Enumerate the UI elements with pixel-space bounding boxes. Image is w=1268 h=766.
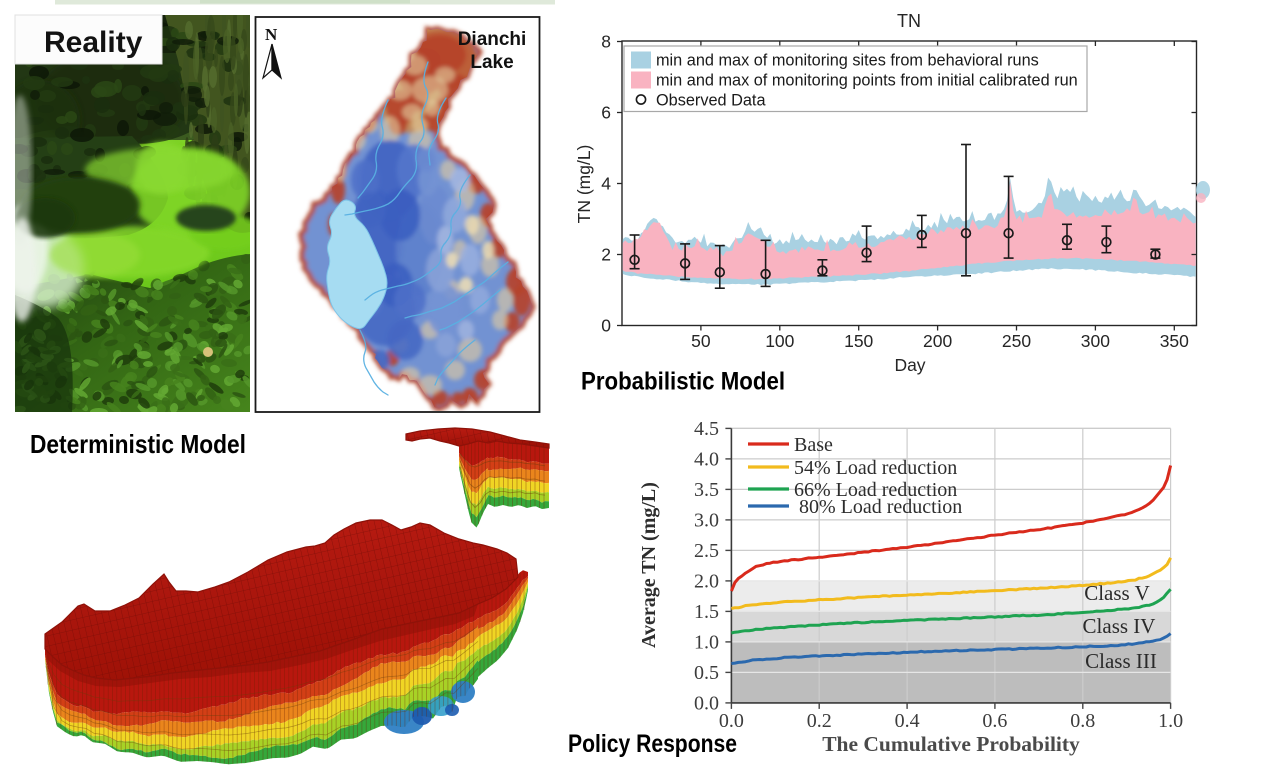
svg-text:Class III: Class III bbox=[1085, 649, 1157, 673]
svg-text:Deterministic Model: Deterministic Model bbox=[30, 429, 246, 459]
svg-text:min and max of monitoring poin: min and max of monitoring points from in… bbox=[656, 72, 1078, 90]
svg-text:N: N bbox=[265, 25, 278, 44]
svg-text:1.0: 1.0 bbox=[694, 631, 719, 653]
svg-text:350: 350 bbox=[1160, 331, 1189, 351]
svg-text:0.4: 0.4 bbox=[895, 710, 920, 732]
svg-text:0.0: 0.0 bbox=[719, 710, 744, 732]
svg-text:0.0: 0.0 bbox=[694, 692, 719, 714]
svg-text:Average TN (mg/L): Average TN (mg/L) bbox=[638, 482, 660, 648]
svg-text:Base: Base bbox=[794, 434, 833, 456]
svg-text:0.2: 0.2 bbox=[807, 710, 832, 732]
svg-text:Class V: Class V bbox=[1084, 581, 1150, 605]
svg-text:100: 100 bbox=[765, 331, 794, 351]
svg-text:Observed Data: Observed Data bbox=[656, 92, 766, 110]
svg-text:min and max of monitoring site: min and max of monitoring sites from beh… bbox=[656, 52, 1039, 70]
svg-text:Reality: Reality bbox=[44, 26, 143, 59]
svg-text:54% Load reduction: 54% Load reduction bbox=[794, 457, 957, 479]
svg-text:50: 50 bbox=[691, 331, 711, 351]
svg-text:6: 6 bbox=[601, 103, 611, 123]
svg-text:TN: TN bbox=[897, 11, 921, 31]
svg-text:66% Load reduction: 66% Load reduction bbox=[794, 479, 957, 501]
svg-text:0.5: 0.5 bbox=[694, 662, 719, 684]
svg-text:0.6: 0.6 bbox=[982, 710, 1007, 732]
svg-text:250: 250 bbox=[1002, 331, 1031, 351]
svg-text:300: 300 bbox=[1081, 331, 1110, 351]
svg-text:4.5: 4.5 bbox=[694, 418, 719, 440]
svg-text:8: 8 bbox=[601, 32, 611, 52]
svg-text:Policy Response: Policy Response bbox=[568, 730, 737, 758]
svg-text:2.0: 2.0 bbox=[694, 570, 719, 592]
svg-text:3.5: 3.5 bbox=[694, 479, 719, 501]
svg-text:1.0: 1.0 bbox=[1158, 710, 1183, 732]
svg-text:TN (mg/L): TN (mg/L) bbox=[574, 145, 594, 224]
svg-text:Lake: Lake bbox=[470, 52, 513, 73]
svg-text:Probabilistic Model: Probabilistic Model bbox=[581, 368, 785, 396]
svg-text:4.0: 4.0 bbox=[694, 448, 719, 470]
svg-text:0: 0 bbox=[601, 316, 611, 336]
svg-text:1.5: 1.5 bbox=[694, 601, 719, 623]
svg-text:4: 4 bbox=[601, 174, 611, 194]
svg-text:150: 150 bbox=[844, 331, 873, 351]
svg-text:2: 2 bbox=[601, 245, 611, 265]
svg-text:0.8: 0.8 bbox=[1070, 710, 1095, 732]
svg-text:80% Load reduction: 80% Load reduction bbox=[799, 496, 962, 518]
svg-text:2.5: 2.5 bbox=[694, 540, 719, 562]
svg-text:Class IV: Class IV bbox=[1083, 614, 1156, 638]
svg-text:The Cumulative Probability: The Cumulative Probability bbox=[822, 732, 1080, 756]
svg-text:3.0: 3.0 bbox=[694, 509, 719, 531]
svg-text:Day: Day bbox=[894, 355, 925, 375]
svg-text:Dianchi: Dianchi bbox=[458, 29, 527, 50]
svg-text:200: 200 bbox=[923, 331, 952, 351]
